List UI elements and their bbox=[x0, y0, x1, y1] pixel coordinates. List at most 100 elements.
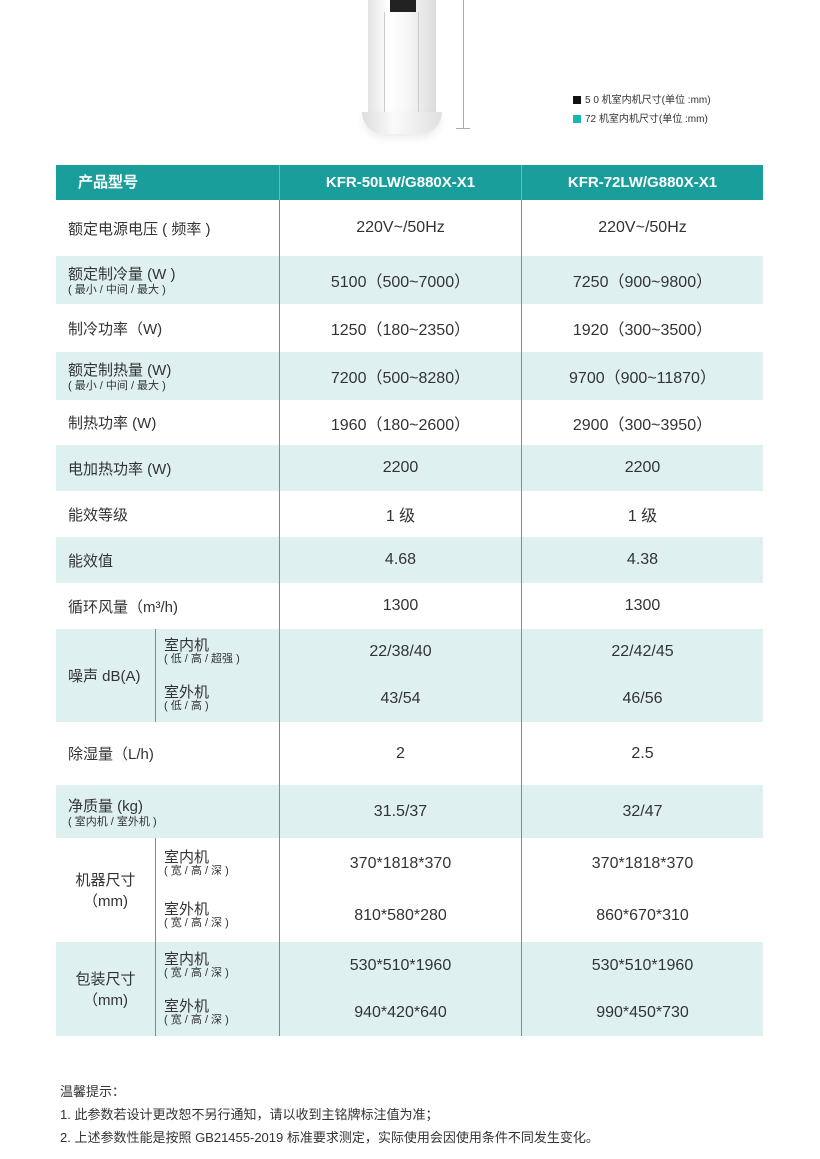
row-label-cell: 电加热功率 (W) bbox=[56, 445, 279, 491]
value-model-1: 2200 bbox=[279, 445, 521, 491]
notes: 温馨提示： 1. 此参数若设计更改恕不另行通知，请以收到主铭牌标注值为准； 2.… bbox=[60, 1080, 599, 1149]
value-model-2: 32/47 bbox=[521, 785, 763, 838]
row-sub-labels: 室内机( 低 / 高 / 超强 ) 室外机( 低 / 高 ) bbox=[155, 629, 279, 722]
row-label-text: 机器尺寸 bbox=[75, 872, 136, 889]
note-item: 2. 上述参数性能是按照 GB21455-2019 标准要求测定，实际使用会因使… bbox=[60, 1130, 599, 1145]
note-item: 1. 此参数若设计更改恕不另行通知，请以收到主铭牌标注值为准； bbox=[60, 1107, 439, 1122]
value: 810*580*280 bbox=[354, 907, 447, 924]
spec-table: 产品型号 KFR-50LW/G880X-X1 KFR-72LW/G880X-X1… bbox=[56, 165, 763, 1036]
row-label-cell: 能效值 bbox=[56, 537, 279, 583]
header-label: 产品型号 bbox=[78, 174, 139, 191]
value: 530*510*1960 bbox=[349, 956, 452, 974]
row-label: 制热功率 (W) bbox=[68, 415, 157, 432]
value-model-2: 9700（900~11870） bbox=[521, 352, 763, 400]
sub-label: 室内机( 宽 / 高 / 深 ) bbox=[164, 952, 279, 980]
row-sub-labels: 室内机( 宽 / 高 / 深 ) 室外机( 宽 / 高 / 深 ) bbox=[155, 942, 279, 1036]
sub-label: 室内机( 宽 / 高 / 深 ) bbox=[164, 850, 279, 878]
sub-label-note: ( 宽 / 高 / 深 ) bbox=[164, 966, 229, 979]
sub-label-note: ( 低 / 高 ) bbox=[164, 699, 209, 712]
sub-label-note: ( 宽 / 高 / 深 ) bbox=[164, 865, 229, 877]
row-sub-label: ( 最小 / 中间 / 最大 ) bbox=[68, 284, 166, 296]
row-label-cell: 能效等级 bbox=[56, 491, 279, 537]
value-cell-model-1: 530*510*1960 940*420*640 bbox=[279, 942, 521, 1036]
product-image bbox=[362, 0, 442, 140]
value: 370*1818*370 bbox=[591, 855, 694, 872]
value-model-1: 1960（180~2600） bbox=[279, 400, 521, 445]
row-label: 额定电源电压 ( 频率 ) bbox=[68, 220, 211, 238]
row-label-cell: 噪声 dB(A) 室内机( 低 / 高 / 超强 ) 室外机( 低 / 高 ) bbox=[56, 629, 279, 722]
notes-title: 温馨提示： bbox=[60, 1084, 126, 1099]
table-row: 制冷功率（W) 1250（180~2350） 1920（300~3500） bbox=[56, 304, 763, 352]
value-model-2: 4.38 bbox=[521, 537, 763, 583]
legend: 5 0 机室内机尺寸(单位 :mm) 72 机室内机尺寸(单位 :mm) bbox=[573, 91, 711, 129]
table-row: 制热功率 (W) 1960（180~2600） 2900（300~3950） bbox=[56, 400, 763, 445]
row-label-cell: 除湿量（L/h) bbox=[56, 722, 279, 785]
table-row: 净质量 (kg)( 室内机 / 室外机 ) 31.5/37 32/47 bbox=[56, 785, 763, 838]
legend-swatch bbox=[573, 115, 581, 123]
row-label-cell: 机器尺寸 （mm) 室内机( 宽 / 高 / 深 ) 室外机( 宽 / 高 / 深 ) bbox=[56, 838, 279, 942]
row-label: 能效值 bbox=[68, 552, 114, 570]
row-sub-label: ( 最小 / 中间 / 最大 ) bbox=[68, 380, 166, 392]
row-label-cell: 净质量 (kg)( 室内机 / 室外机 ) bbox=[56, 785, 279, 838]
value: 990*450*730 bbox=[596, 1003, 689, 1021]
table-row: 额定电源电压 ( 频率 ) 220V~/50Hz 220V~/50Hz bbox=[56, 200, 763, 256]
value: 370*1818*370 bbox=[349, 855, 452, 872]
table-row: 额定制冷量 (W )( 最小 / 中间 / 最大 ) 5100（500~7000）… bbox=[56, 256, 763, 304]
table-row: 机器尺寸 （mm) 室内机( 宽 / 高 / 深 ) 室外机( 宽 / 高 / 深 )… bbox=[56, 838, 763, 942]
table-row: 电加热功率 (W) 2200 2200 bbox=[56, 445, 763, 491]
row-label-text: 噪声 dB(A) bbox=[68, 668, 141, 685]
header-model-1: KFR-50LW/G880X-X1 bbox=[279, 165, 521, 200]
table-row: 噪声 dB(A) 室内机( 低 / 高 / 超强 ) 室外机( 低 / 高 ) 22/… bbox=[56, 629, 763, 722]
value-model-2: 1300 bbox=[521, 583, 763, 629]
table-row: 循环风量（m³/h) 1300 1300 bbox=[56, 583, 763, 629]
table-row: 能效值 4.68 4.38 bbox=[56, 537, 763, 583]
value: 940*420*640 bbox=[354, 1003, 447, 1021]
sub-label-name: 室内机 bbox=[164, 950, 210, 968]
value-cell-model-2: 530*510*1960 990*450*730 bbox=[521, 942, 763, 1036]
row-label: 循环风量（m³/h) bbox=[68, 598, 178, 616]
value-model-2: 2.5 bbox=[521, 722, 763, 785]
row-label: 机器尺寸 （mm) bbox=[56, 838, 155, 942]
value: 22/38/40 bbox=[369, 643, 432, 661]
row-label-cell: 制冷功率（W) bbox=[56, 304, 279, 352]
value-model-1: 7200（500~8280） bbox=[279, 352, 521, 400]
value: 43/54 bbox=[380, 689, 421, 707]
row-label: 净质量 (kg) bbox=[68, 797, 144, 815]
value-model-2: 7250（900~9800） bbox=[521, 256, 763, 304]
sub-label-name: 室内机 bbox=[164, 849, 210, 866]
sub-label-name: 室外机 bbox=[164, 683, 210, 701]
value-model-1: 5100（500~7000） bbox=[279, 256, 521, 304]
row-unit: （mm) bbox=[83, 893, 128, 910]
row-label-cell: 包装尺寸 （mm) 室内机( 宽 / 高 / 深 ) 室外机( 宽 / 高 / 深 ) bbox=[56, 942, 279, 1036]
dimension-line bbox=[463, 0, 464, 128]
header-model-2: KFR-72LW/G880X-X1 bbox=[521, 165, 763, 200]
value-model-1: 4.68 bbox=[279, 537, 521, 583]
value-cell-model-2: 22/42/45 46/56 bbox=[521, 629, 763, 722]
sub-label-name: 室外机 bbox=[164, 901, 210, 918]
row-label: 额定制冷量 (W ) bbox=[68, 266, 176, 283]
value: 860*670*310 bbox=[596, 907, 689, 924]
row-label: 噪声 dB(A) bbox=[56, 629, 155, 722]
sub-label-note: ( 宽 / 高 / 深 ) bbox=[164, 1013, 229, 1026]
sub-label-name: 室外机 bbox=[164, 997, 210, 1015]
value-model-1: 1 级 bbox=[279, 491, 521, 537]
value-model-1: 31.5/37 bbox=[279, 785, 521, 838]
row-label-cell: 额定制热量 (W)( 最小 / 中间 / 最大 ) bbox=[56, 352, 279, 400]
sub-label-note: ( 低 / 高 / 超强 ) bbox=[164, 653, 240, 666]
row-label-text: 包装尺寸 bbox=[75, 971, 136, 988]
row-label-cell: 额定电源电压 ( 频率 ) bbox=[56, 200, 279, 256]
value: 530*510*1960 bbox=[591, 956, 694, 974]
table-header: 产品型号 KFR-50LW/G880X-X1 KFR-72LW/G880X-X1 bbox=[56, 165, 763, 200]
sub-label: 室外机( 低 / 高 ) bbox=[164, 685, 279, 713]
table-row: 除湿量（L/h) 2 2.5 bbox=[56, 722, 763, 785]
row-label-cell: 额定制冷量 (W )( 最小 / 中间 / 最大 ) bbox=[56, 256, 279, 304]
value-cell-model-1: 370*1818*370 810*580*280 bbox=[279, 838, 521, 942]
value: 22/42/45 bbox=[611, 643, 674, 661]
row-label: 电加热功率 (W) bbox=[68, 460, 172, 478]
sub-label-note: ( 宽 / 高 / 深 ) bbox=[164, 917, 229, 929]
value: 46/56 bbox=[622, 689, 663, 707]
row-label: 能效等级 bbox=[68, 506, 129, 524]
sub-label: 室内机( 低 / 高 / 超强 ) bbox=[164, 638, 279, 666]
row-label-cell: 制热功率 (W) bbox=[56, 400, 279, 445]
